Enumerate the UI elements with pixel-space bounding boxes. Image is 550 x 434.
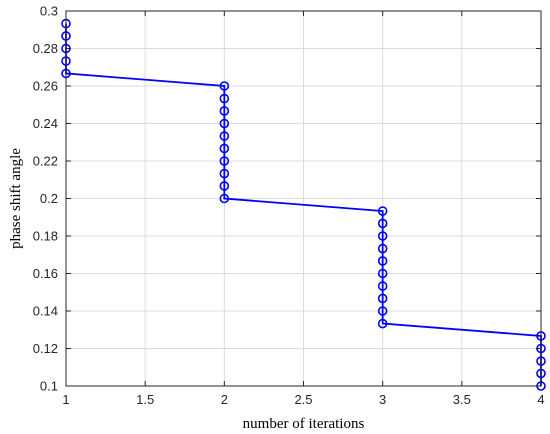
y-tick-label: 0.12 [33, 341, 58, 356]
data-point-marker [377, 318, 388, 329]
x-tick-labels: 1 1.5 2 2.5 3 3.5 4 [62, 392, 544, 407]
y-tick-label: 0.3 [40, 4, 58, 19]
y-tick-label: 0.1 [40, 379, 58, 394]
data-point-marker [219, 106, 230, 116]
data-point-marker [377, 268, 388, 279]
x-tick-label: 4 [537, 392, 544, 407]
data-point-marker [219, 118, 230, 129]
data-point-marker [377, 281, 388, 291]
data-point-marker [219, 143, 230, 154]
series-line [65, 23, 542, 386]
x-axis-label: number of iterations [243, 416, 365, 432]
data-point-marker [219, 168, 230, 179]
data-series [61, 18, 546, 391]
data-point-marker [219, 131, 230, 141]
data-point-marker [377, 206, 388, 216]
tick-marks [65, 10, 542, 387]
data-point-marker [219, 193, 230, 204]
data-point-marker [377, 293, 388, 304]
y-tick-label: 0.24 [33, 116, 58, 131]
y-tick-label: 0.18 [33, 229, 58, 244]
data-point-marker [377, 231, 388, 241]
y-tick-label: 0.22 [33, 154, 58, 169]
data-point-marker [219, 181, 230, 191]
data-point-marker [219, 156, 230, 166]
y-axis-label: phase shift angle [8, 148, 24, 249]
y-tick-label: 0.28 [33, 41, 58, 56]
data-point-marker [377, 218, 388, 229]
x-tick-label: 1.5 [136, 392, 154, 407]
x-tick-label: 2 [221, 392, 228, 407]
data-point-marker [377, 243, 388, 254]
data-point-marker [377, 306, 388, 316]
y-tick-label: 0.16 [33, 266, 58, 281]
data-point-marker [377, 256, 388, 266]
data-point-marker [219, 81, 230, 91]
data-point-marker [219, 93, 230, 104]
x-tick-label: 2.5 [294, 392, 312, 407]
y-tick-label: 0.14 [33, 304, 58, 319]
x-tick-label: 3 [379, 392, 386, 407]
x-tick-label: 1 [62, 392, 69, 407]
y-tick-label: 0.2 [40, 191, 58, 206]
x-tick-label: 3.5 [453, 392, 471, 407]
y-tick-label: 0.26 [33, 79, 58, 94]
y-tick-labels: 0.1 0.12 0.14 0.16 0.18 0.2 0.22 0.24 0.26 0.28 0.… [33, 4, 58, 394]
